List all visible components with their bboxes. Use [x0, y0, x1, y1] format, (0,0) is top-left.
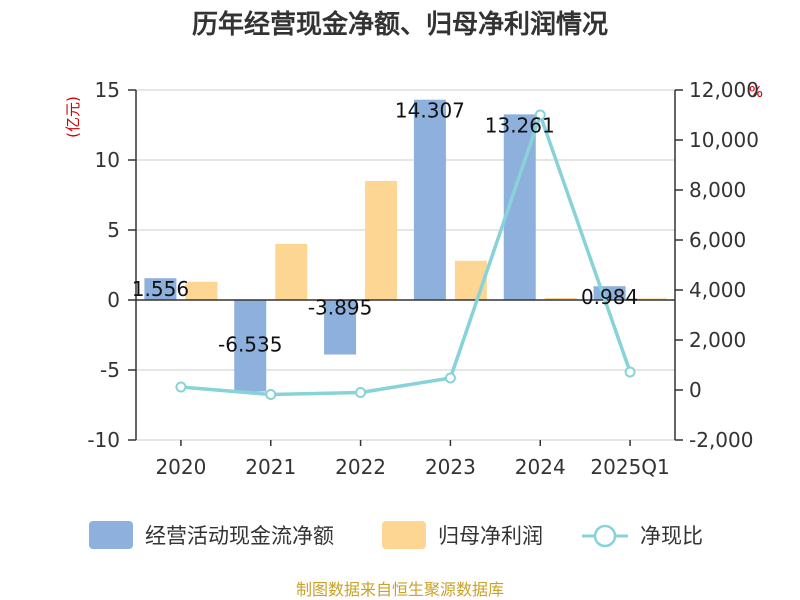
- bar-cashflow-2022: [324, 300, 357, 355]
- legend-label-cash-ratio: 净现比: [640, 524, 703, 548]
- legend-marker-cash-ratio: [593, 524, 617, 548]
- point-cash-ratio-2022: [355, 387, 367, 398]
- left-tick-label: -10: [87, 428, 120, 452]
- data-label-cashflow-2020: 1.556: [132, 277, 189, 301]
- data-label-cashflow-2021: -6.535: [218, 332, 282, 356]
- legend-item-net-profit[interactable]: 归母净利润: [382, 521, 543, 549]
- right-tick-label: 4,000: [689, 278, 746, 302]
- bar-net-profit-2021: [275, 244, 308, 300]
- data-source: 制图数据来自恒生聚源数据库: [296, 580, 504, 599]
- legend-item-cashflow[interactable]: 经营活动现金流净额: [89, 521, 334, 549]
- data-label-cashflow-2022: -3.895: [308, 296, 372, 320]
- bar-net-profit-2024: [544, 297, 577, 300]
- legend-swatch-cashflow: [89, 521, 133, 549]
- right-tick-label: -2,000: [689, 428, 753, 452]
- legend-item-cash-ratio[interactable]: 净现比: [582, 524, 703, 548]
- right-tick-label: 6,000: [689, 228, 746, 252]
- bar-net-profit-2022: [365, 181, 398, 300]
- point-cash-ratio-2023: [444, 372, 456, 384]
- legend: 经营活动现金流净额 归母净利润 净现比: [89, 521, 703, 549]
- right-tick-label: 0: [689, 378, 702, 402]
- x-tick-label-2025Q1: 2025Q1: [590, 455, 669, 479]
- right-axis-unit: %: [749, 83, 763, 101]
- x-axis: 2020 2021 2022 2023 2024 2025Q1: [155, 440, 670, 479]
- right-axis: 12,000 10,000 8,000 6,000 4,000 2,000 0 -2,000: [674, 78, 759, 452]
- left-axis-unit: (亿元): [64, 96, 82, 138]
- legend-label-cashflow: 经营活动现金流净额: [145, 524, 334, 548]
- right-tick-label: 8,000: [689, 178, 746, 202]
- data-label-cashflow-2023: 14.307: [395, 99, 465, 123]
- left-tick-label: 10: [95, 148, 120, 172]
- legend-label-net-profit: 归母净利润: [438, 524, 543, 548]
- point-cash-ratio-2020: [175, 381, 187, 393]
- x-tick-label-2023: 2023: [425, 455, 476, 479]
- data-label-cashflow-2025Q1: 0.984: [581, 285, 638, 309]
- x-tick-label-2024: 2024: [515, 455, 566, 479]
- left-tick-label: 15: [95, 78, 120, 102]
- bar-cashflow-2020: [144, 278, 177, 300]
- x-tick-label-2021: 2021: [245, 455, 296, 479]
- bar-cashflow-2023: [413, 99, 446, 301]
- chart-title: 历年经营现金净额、归母净利润情况: [192, 9, 608, 40]
- bar-net-profit-2020: [185, 281, 218, 300]
- bar-series: [144, 99, 667, 392]
- point-cash-ratio-2021: [265, 389, 277, 400]
- bar-cashflow-2021: [234, 300, 267, 392]
- right-tick-label: 12,000: [689, 78, 759, 102]
- x-tick-label-2022: 2022: [335, 455, 386, 479]
- left-axis: 15 10 5 0 -5 -10: [87, 78, 137, 452]
- left-tick-label: 0: [107, 288, 120, 312]
- gridlines: [136, 89, 675, 441]
- point-cash-ratio-2025Q1: [624, 366, 636, 378]
- bar-net-profit-2023: [454, 260, 487, 300]
- left-tick-label: 5: [107, 218, 120, 242]
- line-cash-ratio: [180, 113, 632, 397]
- bar-data-labels: 1.556 -6.535 -3.895 14.307 13.261 0.984: [132, 99, 638, 357]
- left-tick-label: -5: [100, 358, 120, 382]
- x-tick-label-2020: 2020: [155, 455, 206, 479]
- data-label-cashflow-2024: 13.261: [485, 113, 555, 137]
- right-tick-label: 10,000: [689, 128, 759, 152]
- right-tick-label: 2,000: [689, 328, 746, 352]
- point-cash-ratio-2024: [534, 109, 546, 121]
- bar-net-profit-2025Q1: [634, 298, 667, 300]
- line-series: [175, 109, 636, 400]
- legend-swatch-net-profit: [382, 521, 426, 549]
